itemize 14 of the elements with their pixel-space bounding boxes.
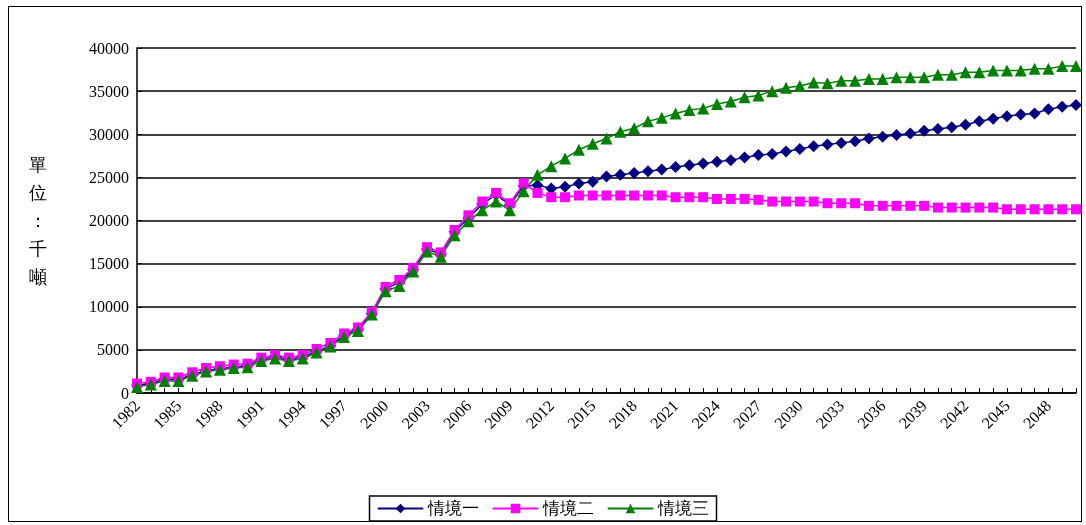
y-tick-label: 15000 [89, 255, 129, 273]
legend-label: 情境一 [426, 499, 479, 518]
y-tick-label: 5000 [97, 341, 129, 359]
y-tick-label: 25000 [89, 168, 129, 186]
y-tick-label: 35000 [89, 82, 129, 100]
legend-label: 情境三 [656, 499, 709, 518]
y-tick-label: 30000 [89, 125, 129, 143]
y-tick-label: 40000 [89, 39, 129, 57]
x-tick-label: 1994 [274, 396, 309, 432]
legend-label: 情境二 [541, 499, 594, 518]
y-tick-label: 0 [121, 384, 129, 402]
y-axis-title: 單位：千噸 [29, 154, 47, 287]
y-tick-label: 10000 [89, 298, 129, 316]
y-tick-label: 20000 [89, 212, 129, 229]
